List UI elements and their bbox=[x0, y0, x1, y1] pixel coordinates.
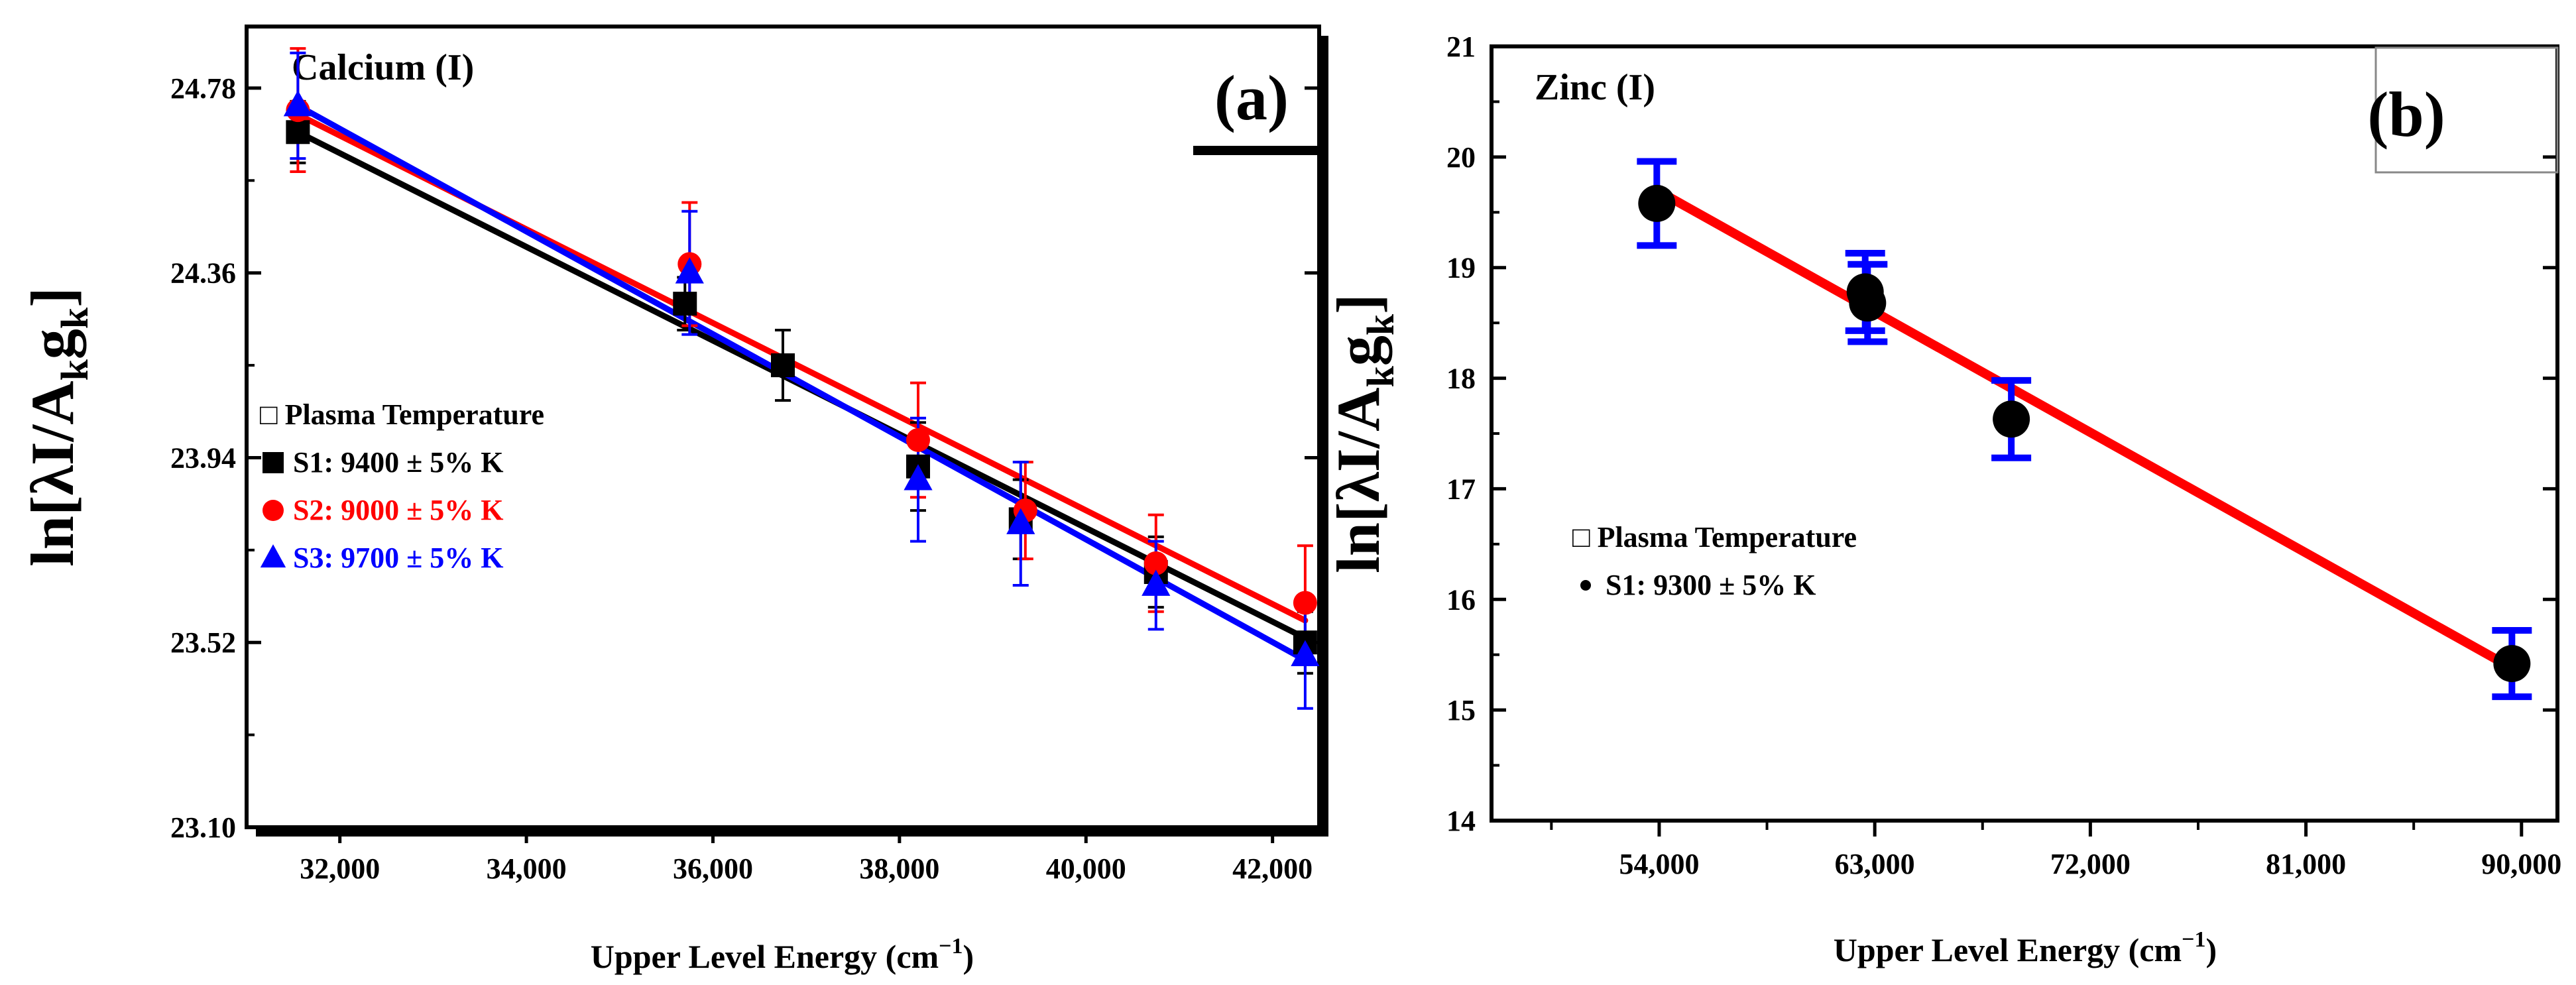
x-tick-label: 40,000 bbox=[1046, 852, 1126, 885]
x-tick-label: 38,000 bbox=[859, 852, 939, 885]
x-axis-title: Upper Level Energy (cm−1) bbox=[591, 934, 974, 975]
x-tick-label: 81,000 bbox=[2266, 848, 2346, 880]
legend-label: S1: 9300 ± 5% K bbox=[1606, 569, 1816, 601]
x-tick-label: 34,000 bbox=[487, 852, 567, 885]
legend-marker bbox=[263, 500, 284, 521]
y-tick-label: 19 bbox=[1446, 252, 1476, 284]
data-point bbox=[1993, 400, 2030, 438]
element-label: Zinc (I) bbox=[1535, 67, 1655, 108]
data-point bbox=[673, 292, 697, 316]
y-tick-label: 23.10 bbox=[170, 811, 236, 844]
fit-line bbox=[294, 102, 1309, 664]
x-tick-label: 72,000 bbox=[2050, 848, 2131, 880]
data-point bbox=[286, 120, 310, 145]
y-axis-title: ln[λI/Akgk] bbox=[19, 287, 96, 567]
x-tick-label: 32,000 bbox=[300, 852, 380, 885]
x-tick-label: 54,000 bbox=[1619, 848, 1699, 880]
legend-label: S2: 9000 ± 5% K bbox=[293, 494, 504, 526]
y-tick-label: 20 bbox=[1446, 141, 1476, 174]
panel-label: (b) bbox=[2367, 79, 2445, 150]
panel-b-chart: 14 15 16 17 18 19 20 21 54,000 63,000 72,000 81,000… bbox=[1324, 30, 2561, 968]
y-tick-label: 24.78 bbox=[170, 72, 236, 105]
panel-label-box bbox=[2374, 46, 2559, 174]
legend: □ Plasma Temperature S1: 9300 ± 5% K bbox=[1572, 521, 1857, 601]
legend-label: S1: 9400 ± 5% K bbox=[293, 446, 504, 479]
y-axis-title: ln[λI/Akgk] bbox=[1324, 294, 1402, 573]
plot-frame bbox=[245, 25, 1321, 829]
fit-line bbox=[1652, 185, 2517, 673]
data-point bbox=[1006, 508, 1035, 534]
legend-marker bbox=[263, 452, 284, 473]
y-tick-label: 15 bbox=[1446, 694, 1476, 726]
data-point bbox=[675, 257, 704, 284]
y-tick-label: 21 bbox=[1446, 30, 1476, 63]
legend-label: S3: 9700 ± 5% K bbox=[293, 542, 504, 574]
legend: □ Plasma Temperature S1: 9400 ± 5% K S2: 9… bbox=[260, 398, 544, 574]
data-point bbox=[2493, 645, 2531, 683]
data-point bbox=[1291, 640, 1320, 667]
element-label: Calcium (I) bbox=[292, 47, 474, 88]
legend-marker bbox=[260, 544, 286, 568]
x-tick-label: 90,000 bbox=[2481, 848, 2561, 880]
legend-marker bbox=[1580, 580, 1591, 591]
x-tick-label: 42,000 bbox=[1232, 852, 1313, 885]
y-tick-label: 17 bbox=[1446, 473, 1476, 505]
y-tick-label: 23.94 bbox=[170, 441, 236, 474]
data-point bbox=[771, 353, 795, 378]
y-tick-label: 14 bbox=[1446, 805, 1476, 837]
data-point bbox=[1293, 591, 1317, 615]
data-point bbox=[1638, 184, 1676, 222]
x-tick-label: 63,000 bbox=[1835, 848, 1915, 880]
y-tick-label: 18 bbox=[1446, 363, 1476, 395]
data-point bbox=[1143, 551, 1168, 575]
x-tick-label: 36,000 bbox=[673, 852, 753, 885]
legend-title: □ Plasma Temperature bbox=[1572, 521, 1857, 553]
legend-title: □ Plasma Temperature bbox=[260, 398, 544, 431]
data-point bbox=[906, 428, 931, 452]
data-point bbox=[1142, 569, 1171, 596]
data-point bbox=[283, 90, 312, 117]
data-point bbox=[904, 464, 933, 491]
panel-a-chart: 23.10 23.52 23.94 24.36 24.78 32,000 34,000 36,… bbox=[19, 25, 1328, 975]
y-tick-label: 16 bbox=[1446, 583, 1476, 616]
x-axis-title: Upper Level Energy (cm−1) bbox=[1834, 927, 2217, 968]
y-tick-label: 24.36 bbox=[170, 257, 236, 290]
panel-label-underline bbox=[1193, 146, 1319, 155]
data-point bbox=[1849, 284, 1887, 322]
panel-label: (a) bbox=[1214, 62, 1289, 133]
y-tick-label: 23.52 bbox=[170, 626, 236, 659]
